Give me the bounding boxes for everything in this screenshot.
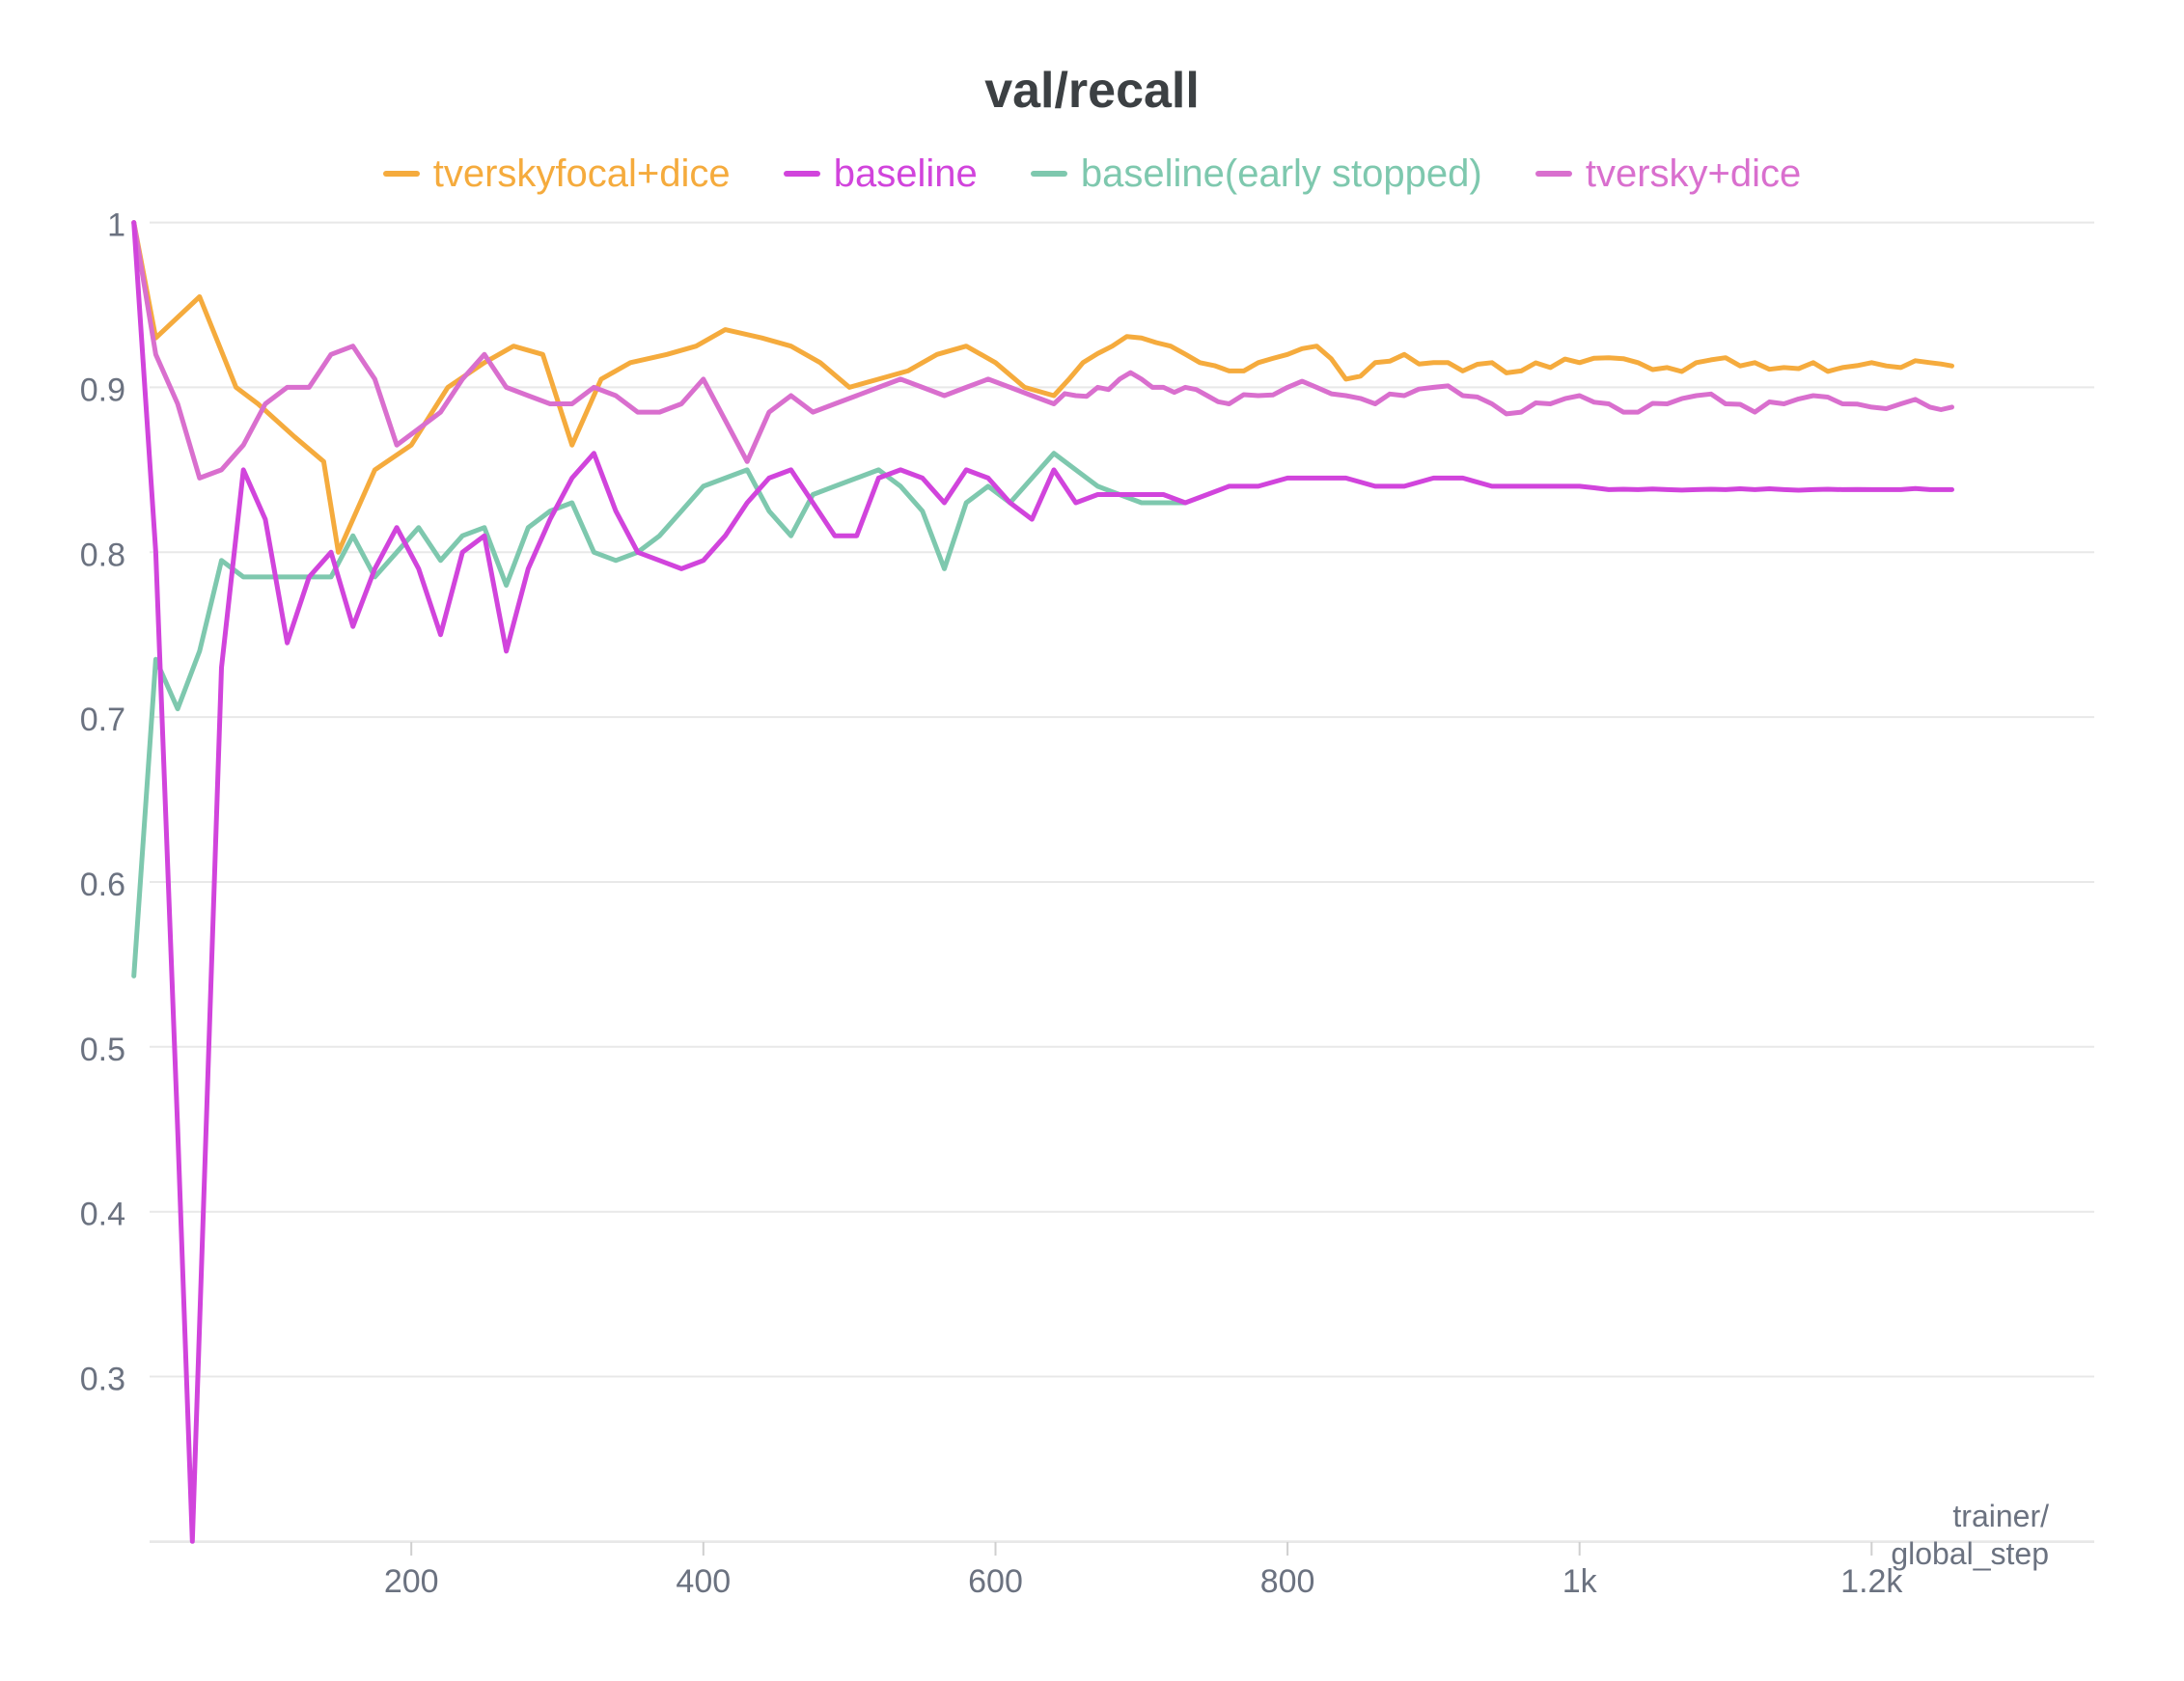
- svg-text:800: 800: [1260, 1563, 1315, 1600]
- svg-text:1: 1: [107, 207, 125, 244]
- svg-text:400: 400: [676, 1563, 731, 1600]
- svg-text:1k: 1k: [1562, 1563, 1598, 1600]
- svg-text:0.8: 0.8: [80, 537, 125, 573]
- svg-text:0.6: 0.6: [80, 867, 125, 903]
- svg-text:0.7: 0.7: [80, 702, 125, 738]
- svg-text:600: 600: [968, 1563, 1023, 1600]
- svg-text:200: 200: [384, 1563, 439, 1600]
- svg-text:0.5: 0.5: [80, 1032, 125, 1068]
- svg-text:0.9: 0.9: [80, 372, 125, 408]
- svg-text:0.4: 0.4: [80, 1197, 125, 1233]
- svg-text:0.3: 0.3: [80, 1362, 125, 1398]
